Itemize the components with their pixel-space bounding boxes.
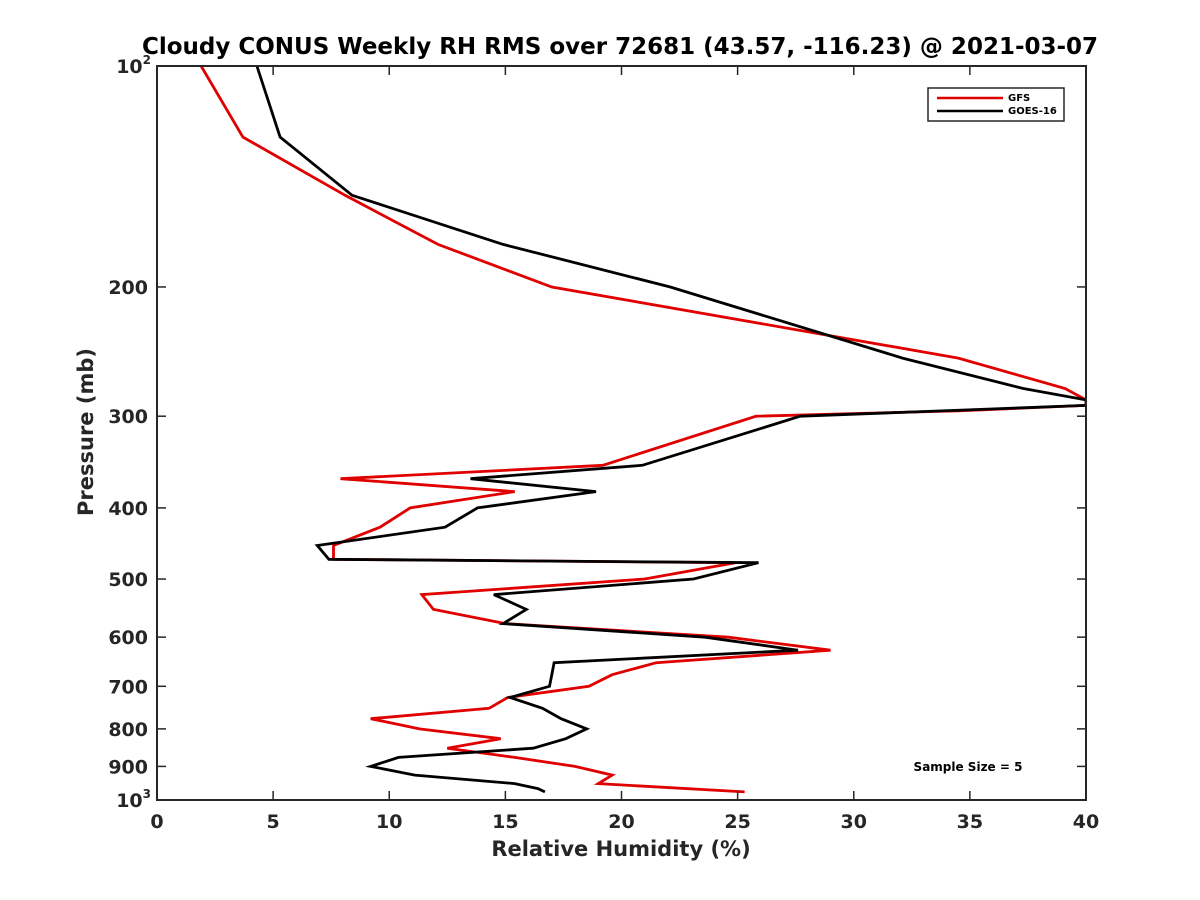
legend-box [927, 87, 1065, 122]
x-tick-label: 25 [724, 811, 750, 833]
y-tick-label: 200 [108, 277, 148, 299]
legend: GFS GOES-16 [927, 87, 1065, 122]
y-tick-label: 500 [108, 569, 148, 591]
x-tick-label: 0 [150, 811, 163, 833]
chart-title: Cloudy CONUS Weekly RH RMS over 72681 (4… [142, 34, 1098, 60]
x-tick-label: 10 [376, 811, 402, 833]
x-axis-label: Relative Humidity (%) [491, 837, 750, 861]
x-tick-label: 20 [608, 811, 634, 833]
legend-label-goes16: GOES-16 [1008, 106, 1057, 117]
y-tick-label: 400 [108, 498, 148, 520]
y-tick-label: 103 [116, 787, 151, 812]
legend-label-gfs: GFS [1008, 93, 1030, 104]
y-tick-label: 700 [108, 676, 148, 698]
x-tick-label: 30 [841, 811, 867, 833]
x-tick-label: 5 [267, 811, 280, 833]
y-axis-label: Pressure (mb) [74, 348, 98, 516]
series-line-gfs [199, 66, 1086, 794]
y-tick-label: 300 [108, 406, 148, 428]
y-tick-label: 800 [108, 719, 148, 741]
sample-size-annotation: Sample Size = 5 [914, 760, 1023, 774]
y-tick-label: 102 [116, 53, 151, 78]
x-tick-label: 35 [957, 811, 983, 833]
x-axis: 0 5 10 15 20 25 30 35 40 [150, 66, 1099, 833]
y-axis: 102 200 300 400 500 600 700 800 900 103 [108, 53, 1086, 812]
y-tick-label: 900 [108, 756, 148, 778]
y-tick-label: 600 [108, 627, 148, 649]
series-layer [199, 66, 1086, 794]
x-tick-label: 40 [1073, 811, 1099, 833]
x-tick-label: 15 [492, 811, 518, 833]
series-line-goes16 [255, 66, 1086, 794]
